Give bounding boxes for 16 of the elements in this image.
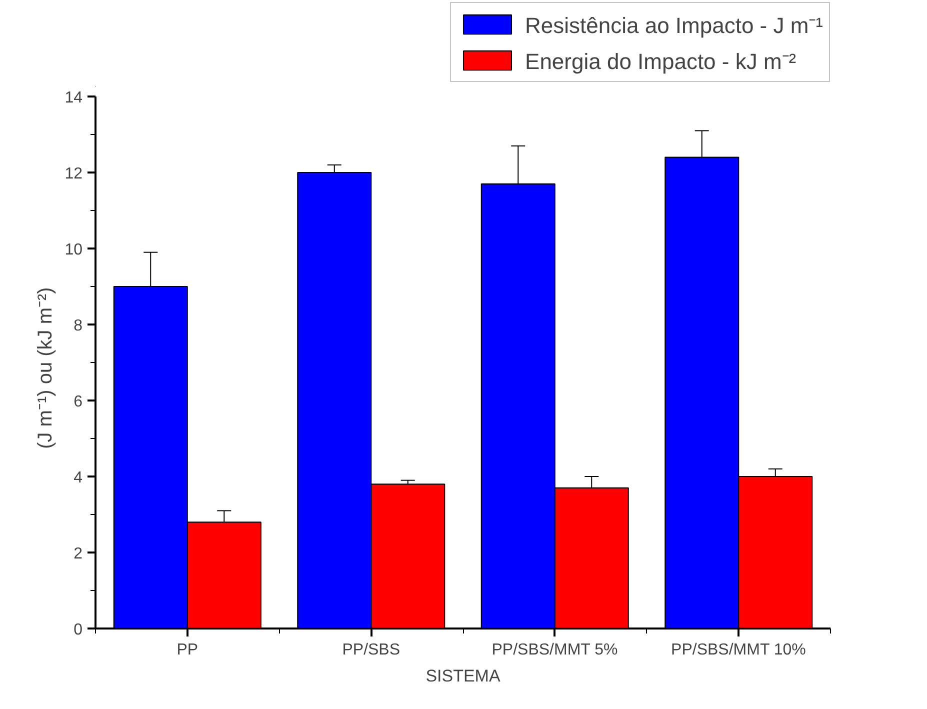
x-tick-label: PP/SBS/MMT 5% <box>492 642 618 658</box>
legend-label: Resistência ao Impacto - J m⁻¹ <box>525 12 823 39</box>
x-tick-label: PP <box>176 642 198 658</box>
y-axis-title: (J m⁻¹) ou (kJ m⁻²) <box>34 287 57 449</box>
y-tick-label: 2 <box>74 546 83 562</box>
x-tick-label: PP/SBS/MMT 10% <box>671 642 806 658</box>
legend-label: Energia do Impacto - kJ m⁻² <box>525 48 796 75</box>
y-tick-label: 8 <box>74 318 83 334</box>
y-tick-label: 4 <box>74 470 83 486</box>
y-tick-label: 0 <box>74 622 83 638</box>
y-tick-label: 6 <box>74 394 83 410</box>
x-axis-title: SISTEMA <box>426 666 501 686</box>
y-tick-label: 12 <box>64 166 83 182</box>
y-tick-label: 14 <box>64 90 83 106</box>
x-tick-label: PP/SBS <box>342 642 400 658</box>
y-tick-label: 10 <box>64 242 83 258</box>
